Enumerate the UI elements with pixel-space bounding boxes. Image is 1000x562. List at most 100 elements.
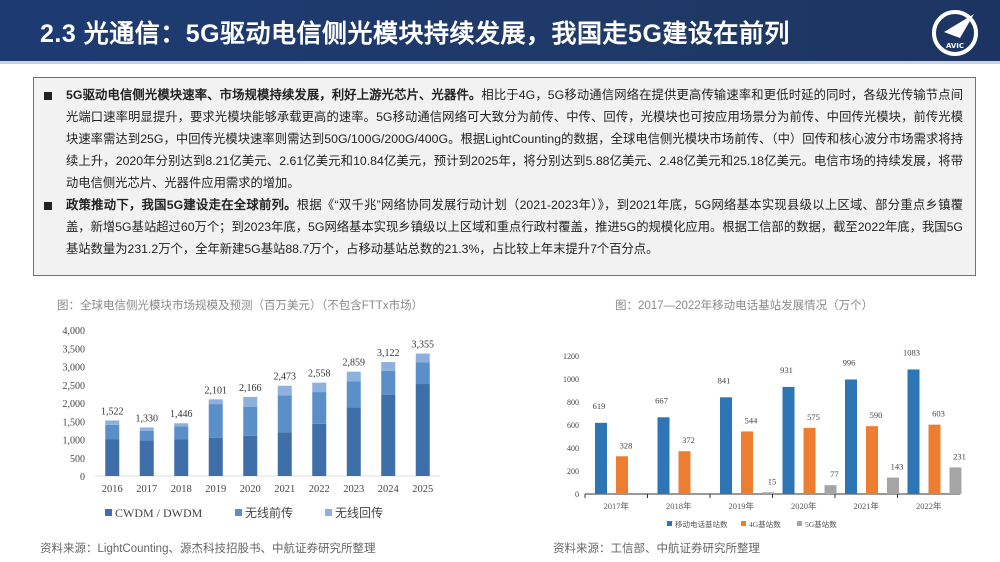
paragraph-5g-policy: 政策推动下，我国5G建设走在全球前列。根据《“双千兆”网络协同发展行动计划（20… [44,194,963,260]
slide-title: 2.3 光通信：5G驱动电信侧光模块持续发展，我国走5G建设在前列 [40,20,790,48]
bar [595,422,607,494]
bar [762,492,774,494]
bar [887,477,899,494]
x-tick-label: 2017年 [603,501,629,511]
total-label: 1,446 [170,409,193,420]
legend-label: 5G基站数 [805,519,837,529]
right-source: 资料来源：工信部、中航证券研究所整理 [553,543,760,555]
total-label: 1,522 [101,406,124,417]
right-chart-title: 图：2017—2022年移动电话基站发展情况（万个） [615,300,874,312]
bar-segment [346,407,361,476]
bar-segment [346,371,361,382]
bar-segment [243,406,258,436]
summary-box: 5G驱动电信侧光模块速率、市场规模持续发展，利好上游光芯片、光器件。相比于4G，… [33,77,976,276]
total-label: 2,101 [205,385,228,396]
x-tick-label: 2024 [378,484,400,495]
bar [824,485,837,494]
y-tick-label: 2,500 [63,381,86,392]
y-tick-label: 3,500 [63,344,86,355]
data-label: 231 [953,451,965,461]
legend-label: 无线前传 [245,505,293,520]
bar-segment [415,353,430,363]
total-label: 3,355 [412,340,435,351]
base-station-chart: 0 200 400 600 800 1000 1200 619 328 2017年 667 372 20… [563,347,965,529]
data-label: 996 [843,357,856,367]
total-label: 2,166 [239,383,262,394]
bar-segment [277,432,292,476]
data-label: 15 [768,476,777,486]
bar-segment [415,362,430,385]
bar [741,431,753,494]
bar-segment [243,435,258,476]
bar-segment [312,423,327,476]
bar [928,424,941,494]
bar-segment [174,439,189,476]
bar-segment [105,420,120,425]
svg-text:AVIC: AVIC [946,42,964,50]
legend-swatch [741,521,746,526]
legend-swatch [235,509,242,516]
bullet-icon [44,202,52,210]
x-tick-label: 2021年 [853,501,879,511]
y-tick-label: 200 [567,467,579,476]
data-label: 372 [682,435,695,445]
bar [678,451,691,494]
bar-segment [208,404,223,438]
bar-segment [346,381,361,408]
total-label: 2,558 [308,369,331,380]
bar [657,417,670,494]
data-label: 841 [718,375,731,385]
bar [907,369,920,494]
x-tick-label: 2021 [274,484,295,495]
y-tick-label: 1000 [563,375,579,384]
bar-segment [415,384,430,476]
x-tick-label: 2019 [205,484,226,495]
x-tick-label: 2022 [309,484,330,495]
bar [866,426,878,494]
x-tick-label: 2025 [412,484,433,495]
left-source: 资料来源：LightCounting、源杰科技招股书、中航证券研究所整理 [40,543,376,555]
paragraph-text: 相比于4G，5G移动通信网络在提供更高传输速率和更低时延的同时，各级光传输节点间… [66,88,964,190]
y-tick-label: 3,000 [63,363,86,374]
paragraph-text: 根据《“双千兆”网络协同发展行动计划（2021-2023年）》，到2021年底，… [66,198,963,256]
bar-segment [208,399,223,405]
paragraph-optical-modules: 5G驱动电信侧光模块速率、市场规模持续发展，利好上游光芯片、光器件。相比于4G，… [44,84,964,194]
legend-label: 无线回传 [335,505,383,520]
avic-logo-icon: AVIC [932,10,978,56]
y-tick-label: 0 [80,472,85,483]
bar-segment [139,440,154,476]
bar [616,456,628,494]
y-tick-label: 4,000 [63,326,86,337]
y-tick-label: 800 [567,398,579,407]
bar-segment [277,395,292,433]
data-label: 544 [745,415,759,425]
x-tick-label: 2019年 [728,501,754,511]
data-label: 667 [655,395,668,405]
bar [845,379,857,494]
legend-swatch [797,521,802,526]
legend-label: 移动电话基站数 [675,519,728,529]
y-tick-label: 0 [575,490,579,499]
data-label: 143 [891,462,904,472]
y-tick-label: 400 [567,444,579,453]
x-tick-label: 2018 [171,484,192,495]
legend-swatch [667,521,672,526]
bar [720,397,732,494]
slide-header: 2.3 光通信：5G驱动电信侧光模块持续发展，我国走5G建设在前列 AVIC [0,0,1000,64]
bar-segment [381,370,396,395]
total-label: 2,859 [343,358,366,369]
total-label: 2,473 [274,372,297,383]
bar-segment [381,394,396,476]
paragraph-lead: 政策推动下，我国5G建设走在全球前列。 [66,198,297,212]
optical-module-market-chart: 0 500 1,000 1,500 2,000 2,500 3,000 3,500 4,000 1… [63,326,440,520]
bar-segment [312,382,327,393]
bar-segment [174,426,189,440]
bar-segment [312,392,327,424]
x-tick-label: 2018年 [666,501,692,511]
bar-segment [174,423,189,427]
bar-segment [381,362,396,371]
data-label: 575 [807,412,820,422]
bar-segment [277,385,292,396]
total-label: 3,122 [377,348,400,359]
x-tick-label: 2017 [136,484,157,495]
